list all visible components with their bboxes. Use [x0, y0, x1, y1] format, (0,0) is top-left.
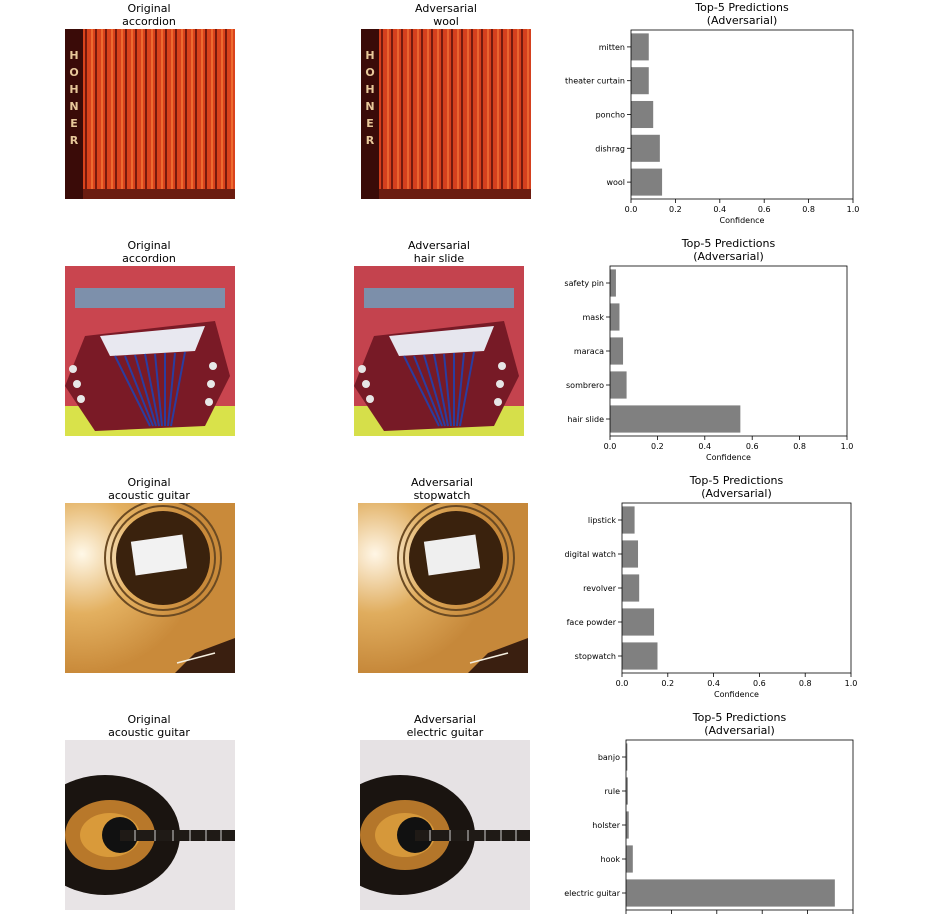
x-tick-label: 0.6 [753, 679, 766, 688]
chart-title: Top-5 Predictions [689, 474, 784, 487]
x-tick-label: 0.2 [651, 442, 664, 451]
y-tick-label: hook [601, 855, 621, 864]
x-axis-label: Confidence [720, 216, 765, 225]
y-tick-label: rule [604, 787, 620, 796]
y-tick-label: electric guitar [564, 889, 620, 898]
bar [631, 135, 660, 162]
bar [626, 845, 633, 872]
bar [622, 574, 639, 601]
bar [631, 67, 649, 94]
x-tick-label: 0.8 [802, 205, 815, 214]
x-tick-label: 0.0 [604, 442, 617, 451]
x-tick-label: 0.8 [793, 442, 806, 451]
x-tick-label: 1.0 [847, 205, 860, 214]
y-tick-label: stopwatch [575, 652, 616, 661]
bar [610, 269, 616, 296]
chart-title: (Adversarial) [693, 250, 764, 263]
x-tick-label: 0.2 [669, 205, 682, 214]
y-tick-label: sombrero [566, 381, 604, 390]
x-tick-label: 0.6 [758, 205, 771, 214]
x-tick-label: 0.8 [799, 679, 812, 688]
bar [622, 642, 657, 669]
bar [610, 371, 627, 398]
y-tick-label: revolver [583, 584, 617, 593]
x-tick-label: 0.4 [698, 442, 711, 451]
bar [631, 33, 649, 60]
y-tick-label: mitten [599, 43, 625, 52]
x-tick-label: 0.6 [746, 442, 759, 451]
y-tick-label: theater curtain [565, 77, 625, 86]
bar [610, 337, 623, 364]
x-axis-label: Confidence [706, 453, 751, 462]
bar [631, 101, 653, 128]
bar [610, 303, 619, 330]
x-tick-label: 0.0 [616, 679, 629, 688]
bar [626, 811, 629, 838]
x-axis-label: Confidence [714, 690, 759, 699]
bar [622, 608, 654, 635]
bar [610, 405, 740, 432]
y-tick-label: mask [583, 313, 605, 322]
bar [631, 169, 662, 196]
chart-title: (Adversarial) [707, 14, 778, 27]
y-tick-label: holster [592, 821, 620, 830]
x-tick-label: 0.0 [625, 205, 638, 214]
bar [626, 879, 835, 906]
x-tick-label: 1.0 [841, 442, 854, 451]
bar [622, 540, 638, 567]
chart-title: Top-5 Predictions [681, 237, 776, 250]
axes-frame [631, 30, 853, 199]
y-tick-label: banjo [598, 753, 620, 762]
y-tick-label: face powder [567, 618, 617, 627]
y-tick-label: dishrag [595, 144, 625, 153]
chart-title: Top-5 Predictions [692, 711, 787, 724]
chart-title: (Adversarial) [701, 487, 772, 500]
y-tick-label: poncho [596, 111, 626, 120]
y-tick-label: maraca [574, 347, 604, 356]
y-tick-label: safety pin [564, 279, 604, 288]
bar [622, 506, 635, 533]
y-tick-label: hair slide [567, 415, 604, 424]
chart-title: Top-5 Predictions [694, 1, 789, 14]
y-tick-label: wool [606, 178, 625, 187]
y-tick-label: lipstick [588, 516, 616, 525]
chart-title: (Adversarial) [704, 724, 775, 737]
x-tick-label: 1.0 [845, 679, 858, 688]
x-tick-label: 0.2 [661, 679, 674, 688]
x-tick-label: 0.4 [713, 205, 726, 214]
x-tick-label: 0.4 [707, 679, 720, 688]
y-tick-label: digital watch [565, 550, 616, 559]
